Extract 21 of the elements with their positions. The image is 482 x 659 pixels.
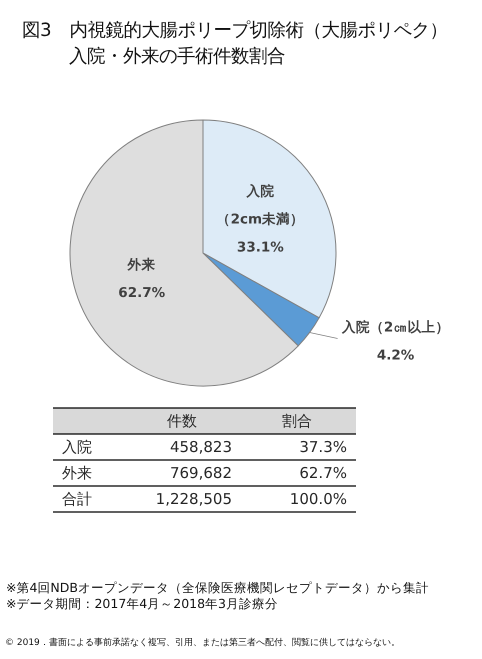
data-label: 458,823 xyxy=(170,438,232,456)
data-label: 62.7% xyxy=(299,464,347,482)
text: ※データ期間：2017年4月～2018年3月診療分 xyxy=(6,596,278,611)
data-label: 100.0% xyxy=(290,490,347,508)
chart-title: 図3 内視鏡的大腸ポリープ切除術（大腸ポリペク）入院・外来の手術件数割合 xyxy=(22,20,448,67)
slice-label: 入院（2cm未満） xyxy=(216,182,304,228)
data-label: 62.7% xyxy=(118,284,166,301)
data-label: 37.3% xyxy=(299,438,347,456)
text: ※第4回NDBオープンデータ（全保険医療機関レセプトデータ）から集計 xyxy=(6,580,429,595)
text: © 2019．書面による事前承諾なく複写、引用、または第三者へ配付、閲覧に供してはならない。 xyxy=(5,637,400,648)
data-label: 4.2% xyxy=(376,348,415,364)
text: 件数 xyxy=(167,412,197,430)
slice-label: 入院（2㎝以上） xyxy=(340,318,450,336)
slice-label: 外来 xyxy=(126,256,156,273)
text: 割合 xyxy=(282,412,312,430)
category-label: 外来 xyxy=(62,464,92,482)
category-label: 入院 xyxy=(62,438,92,456)
data-label: 769,682 xyxy=(170,464,232,482)
category-label: 合計 xyxy=(62,490,92,508)
data-label: 1,228,505 xyxy=(156,490,232,508)
data-label: 33.1% xyxy=(236,239,284,256)
